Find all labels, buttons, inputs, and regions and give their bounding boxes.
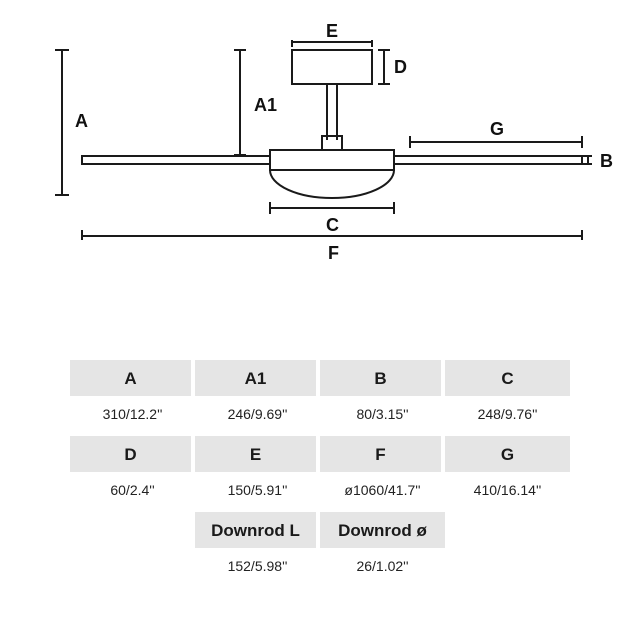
spec-value: 60/2.4'' bbox=[70, 472, 195, 512]
spec-row-1-headers: A A1 B C bbox=[70, 360, 570, 396]
spec-row-3-values: 152/5.98'' 26/1.02'' bbox=[70, 548, 570, 588]
figure-stage: A A1 B C D E F G A A1 B C 310/12.2'' 246… bbox=[0, 0, 640, 640]
dim-label-e: E bbox=[326, 22, 338, 40]
dim-label-a: A bbox=[75, 112, 88, 130]
spec-value: 80/3.15'' bbox=[320, 396, 445, 436]
dim-label-d: D bbox=[394, 58, 407, 76]
spec-header: Downrod L bbox=[195, 512, 320, 548]
spec-value: ø1060/41.7'' bbox=[320, 472, 445, 512]
spec-row-3-headers: Downrod L Downrod ø bbox=[70, 512, 570, 548]
spec-value: 26/1.02'' bbox=[320, 548, 445, 588]
dim-label-g: G bbox=[490, 120, 504, 138]
spec-header: F bbox=[320, 436, 445, 472]
spec-header: G bbox=[445, 436, 570, 472]
fan-dimension-diagram bbox=[52, 40, 592, 240]
spec-value: 152/5.98'' bbox=[195, 548, 320, 588]
spec-header: B bbox=[320, 360, 445, 396]
spec-value: 150/5.91'' bbox=[195, 472, 320, 512]
spec-header: E bbox=[195, 436, 320, 472]
spec-value: 246/9.69'' bbox=[195, 396, 320, 436]
dim-label-b: B bbox=[600, 152, 613, 170]
spec-row-2-headers: D E F G bbox=[70, 436, 570, 472]
spec-tables: A A1 B C 310/12.2'' 246/9.69'' 80/3.15''… bbox=[70, 360, 570, 588]
spec-header: D bbox=[70, 436, 195, 472]
spec-value: 410/16.14'' bbox=[445, 472, 570, 512]
dim-label-c: C bbox=[326, 216, 339, 234]
spec-value: 310/12.2'' bbox=[70, 396, 195, 436]
spec-header: A1 bbox=[195, 360, 320, 396]
spec-header: C bbox=[445, 360, 570, 396]
spec-value: 248/9.76'' bbox=[445, 396, 570, 436]
spec-header: A bbox=[70, 360, 195, 396]
spec-row-1-values: 310/12.2'' 246/9.69'' 80/3.15'' 248/9.76… bbox=[70, 396, 570, 436]
dim-label-f: F bbox=[328, 244, 339, 262]
dim-label-a1: A1 bbox=[254, 96, 277, 114]
spec-header: Downrod ø bbox=[320, 512, 445, 548]
spec-row-2-values: 60/2.4'' 150/5.91'' ø1060/41.7'' 410/16.… bbox=[70, 472, 570, 512]
